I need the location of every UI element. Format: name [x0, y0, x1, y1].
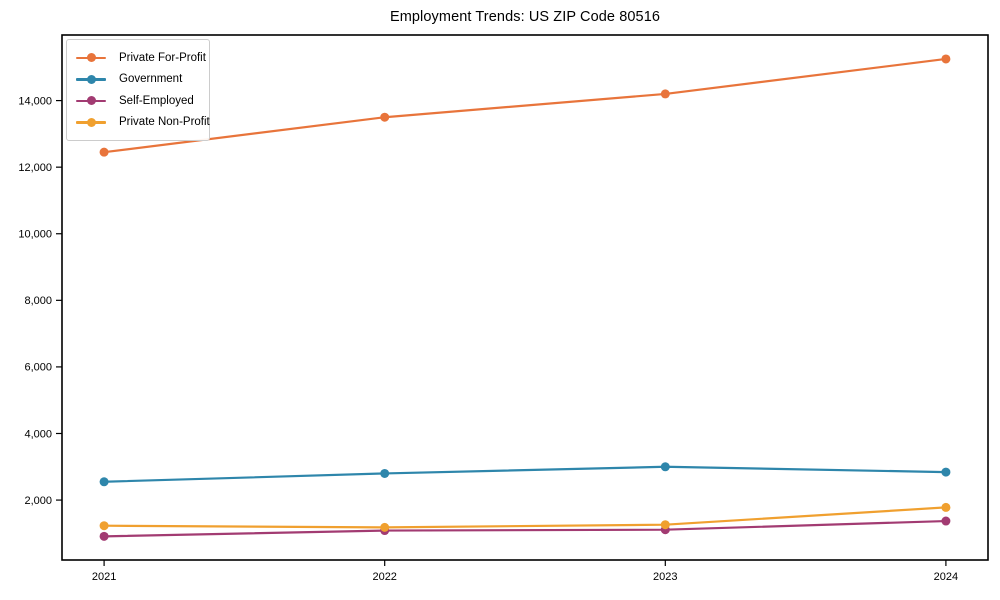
data-point-marker-private-for-profit [941, 54, 951, 64]
data-point-marker-private-for-profit [380, 112, 390, 122]
data-point-marker-private-non-profit [941, 502, 951, 512]
legend-item-self-employed: Self-Employed [76, 90, 197, 112]
data-point-marker-government [99, 477, 109, 487]
legend-item-private-for-profit: Private For-Profit [76, 47, 206, 69]
legend-line-marker-icon [76, 96, 106, 106]
series-line-self-employed [102, 519, 948, 538]
y-axis-tick-label: 4,000 [24, 428, 52, 440]
data-point-marker-self-employed [941, 516, 951, 526]
x-axis-tick-label: 2022 [372, 571, 396, 583]
y-axis-tick-label: 12,000 [18, 162, 52, 174]
legend-label: Private For-Profit [119, 51, 206, 64]
legend-label: Self-Employed [119, 94, 194, 107]
x-axis-tick-label: 2024 [934, 571, 958, 583]
legend-item-government: Government [76, 69, 197, 91]
x-axis-tick-label: 2023 [653, 571, 677, 583]
legend-item-private-non-profit: Private Non-Profit [76, 112, 210, 134]
data-point-marker-private-for-profit [660, 89, 670, 99]
y-axis-tick-label: 2,000 [24, 495, 52, 507]
legend-label: Private Non-Profit [119, 116, 210, 129]
legend-line-marker-icon [76, 117, 106, 127]
chart-title: Employment Trends: US ZIP Code 80516 [389, 9, 661, 25]
data-point-marker-private-for-profit [99, 147, 109, 157]
data-point-marker-private-non-profit [380, 522, 390, 532]
legend-label: Government [119, 73, 183, 86]
y-axis-tick-label: 10,000 [18, 229, 52, 241]
data-point-marker-private-non-profit [99, 521, 109, 531]
data-point-marker-government [660, 462, 670, 472]
y-axis-tick-label: 14,000 [18, 95, 52, 107]
data-point-marker-government [941, 467, 951, 477]
data-point-marker-self-employed [99, 531, 109, 541]
x-axis-tick-label: 2021 [92, 571, 116, 583]
data-point-marker-private-non-profit [660, 520, 670, 530]
plot-border [61, 34, 989, 561]
legend: Private For-Profit Government Self-Employe… [66, 39, 210, 141]
data-point-marker-government [380, 468, 390, 478]
y-axis-tick-label: 6,000 [24, 362, 52, 374]
y-axis-tick-label: 8,000 [24, 295, 52, 307]
series-line-government [102, 465, 948, 483]
series-line-private-for-profit [102, 57, 948, 154]
series-line-private-non-profit [102, 506, 948, 529]
legend-line-marker-icon [76, 74, 106, 84]
legend-line-marker-icon [76, 53, 106, 63]
